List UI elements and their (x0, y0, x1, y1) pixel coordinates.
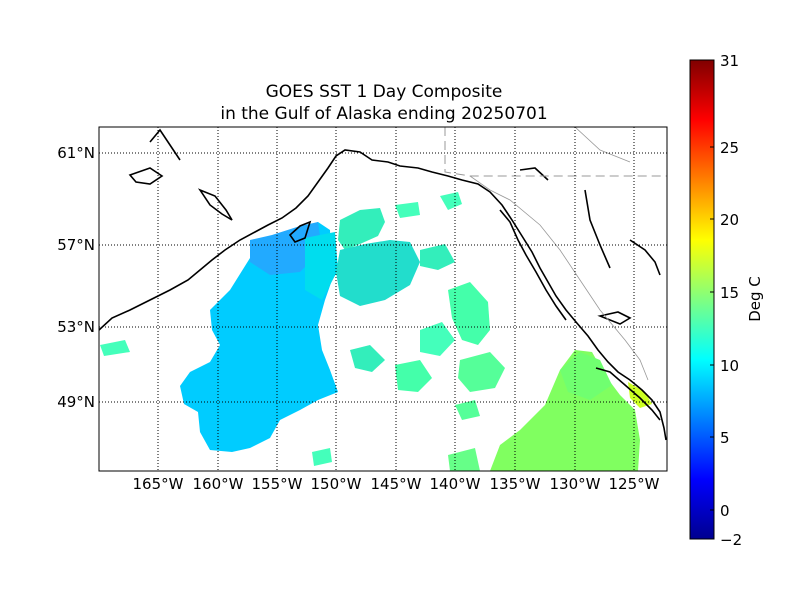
colorbar-tick: 5 (720, 429, 730, 447)
colorbar-tick: 15 (720, 284, 739, 302)
lat-label: 61°N (57, 144, 95, 162)
lon-label: 155°W (252, 475, 303, 493)
lon-label: 135°W (490, 475, 541, 493)
lon-label: 145°W (371, 475, 422, 493)
lon-label: 165°W (133, 475, 184, 493)
lat-label: 49°N (57, 393, 95, 411)
colorbar: 31 25 20 15 10 5 0 −2 Deg C (689, 52, 764, 549)
border-lines (444, 127, 667, 381)
colorbar-gradient (689, 59, 715, 540)
map-title: GOES SST 1 Day Composite (265, 82, 503, 102)
map-panel (99, 127, 667, 471)
lat-labels: 61°N 57°N 53°N 49°N (57, 144, 95, 411)
colorbar-tick: 10 (720, 357, 739, 375)
colorbar-tick: 25 (720, 139, 739, 157)
lon-label: 150°W (311, 475, 362, 493)
map-subtitle: in the Gulf of Alaska ending 20250701 (220, 104, 548, 124)
lon-label: 125°W (609, 475, 660, 493)
sst-data-layer (100, 192, 652, 471)
colorbar-tick: 0 (720, 502, 730, 520)
colorbar-tick: 20 (720, 211, 739, 229)
lon-label: 140°W (430, 475, 481, 493)
colorbar-tick: −2 (720, 531, 742, 549)
colorbar-tick: 31 (720, 52, 739, 70)
lon-labels: 165°W 160°W 155°W 150°W 145°W 140°W 135°… (133, 475, 660, 493)
map-frame (98, 126, 668, 472)
lat-label: 53°N (57, 318, 95, 336)
lat-label: 57°N (57, 236, 95, 254)
colorbar-label: Deg C (746, 276, 764, 322)
graticule (99, 127, 667, 471)
lon-label: 160°W (193, 475, 244, 493)
lon-label: 130°W (550, 475, 601, 493)
